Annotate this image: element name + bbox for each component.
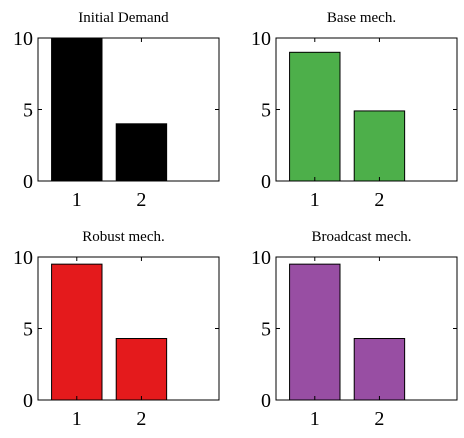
subplot-2: Base mech. 1 2 0 5 10 <box>251 10 457 211</box>
y-tick-label: 10 <box>251 247 271 269</box>
y-tick-label: 5 <box>261 319 271 341</box>
subplot-title: Base mech. <box>327 10 396 26</box>
subplot-4: Broadcast mech. 1 2 0 5 10 <box>251 229 457 430</box>
x-tick-label: 2 <box>136 189 146 211</box>
bar-1 <box>290 52 340 181</box>
x-tick-label: 1 <box>310 408 320 430</box>
subplot-title: Broadcast mech. <box>312 229 412 245</box>
x-tick-label: 1 <box>72 189 82 211</box>
bar-2 <box>116 124 166 181</box>
y-tick-label: 5 <box>23 319 33 341</box>
subplot-title: Initial Demand <box>78 10 169 26</box>
y-tick-label: 5 <box>23 100 33 122</box>
x-tick-label: 1 <box>72 408 82 430</box>
bar-2 <box>354 111 404 181</box>
y-tick-label: 10 <box>251 28 271 50</box>
x-tick-label: 2 <box>136 408 146 430</box>
y-tick-label: 10 <box>13 247 33 269</box>
x-tick-label: 2 <box>374 189 384 211</box>
y-tick-label: 0 <box>261 390 271 412</box>
bar-1 <box>52 264 102 400</box>
subplot-1: Initial Demand 1 2 0 5 10 <box>13 10 219 211</box>
subplot-title: Robust mech. <box>82 229 165 245</box>
y-tick-label: 0 <box>261 171 271 193</box>
y-tick-label: 10 <box>13 28 33 50</box>
x-tick-label: 1 <box>310 189 320 211</box>
bar-2 <box>116 339 166 400</box>
x-tick-label: 2 <box>374 408 384 430</box>
subplot-3: Robust mech. 1 2 0 5 10 <box>13 229 219 430</box>
y-tick-label: 5 <box>261 100 271 122</box>
bar-1 <box>290 264 340 400</box>
y-tick-label: 0 <box>23 171 33 193</box>
bar-1 <box>52 38 102 181</box>
y-tick-label: 0 <box>23 390 33 412</box>
bar-2 <box>354 339 404 400</box>
